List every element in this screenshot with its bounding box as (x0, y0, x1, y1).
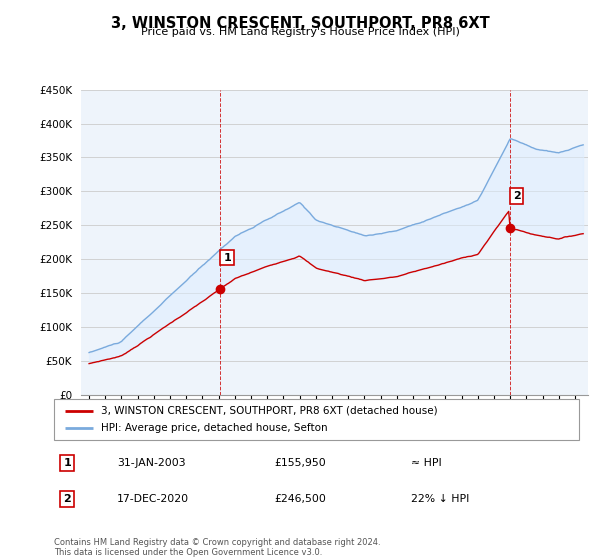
Text: 3, WINSTON CRESCENT, SOUTHPORT, PR8 6XT (detached house): 3, WINSTON CRESCENT, SOUTHPORT, PR8 6XT … (101, 405, 438, 416)
Text: 2: 2 (63, 494, 71, 504)
Text: 17-DEC-2020: 17-DEC-2020 (117, 494, 189, 504)
Text: 22% ↓ HPI: 22% ↓ HPI (411, 494, 469, 504)
Text: Contains HM Land Registry data © Crown copyright and database right 2024.
This d: Contains HM Land Registry data © Crown c… (54, 538, 380, 557)
Text: £246,500: £246,500 (275, 494, 326, 504)
Text: ≈ HPI: ≈ HPI (411, 458, 442, 468)
Text: HPI: Average price, detached house, Sefton: HPI: Average price, detached house, Seft… (101, 423, 328, 433)
Text: 1: 1 (63, 458, 71, 468)
Text: 31-JAN-2003: 31-JAN-2003 (117, 458, 185, 468)
Text: £155,950: £155,950 (275, 458, 326, 468)
FancyBboxPatch shape (54, 399, 579, 440)
Text: 3, WINSTON CRESCENT, SOUTHPORT, PR8 6XT: 3, WINSTON CRESCENT, SOUTHPORT, PR8 6XT (110, 16, 490, 31)
Text: 1: 1 (223, 253, 231, 263)
Text: Price paid vs. HM Land Registry's House Price Index (HPI): Price paid vs. HM Land Registry's House … (140, 27, 460, 37)
Text: 2: 2 (513, 191, 521, 201)
